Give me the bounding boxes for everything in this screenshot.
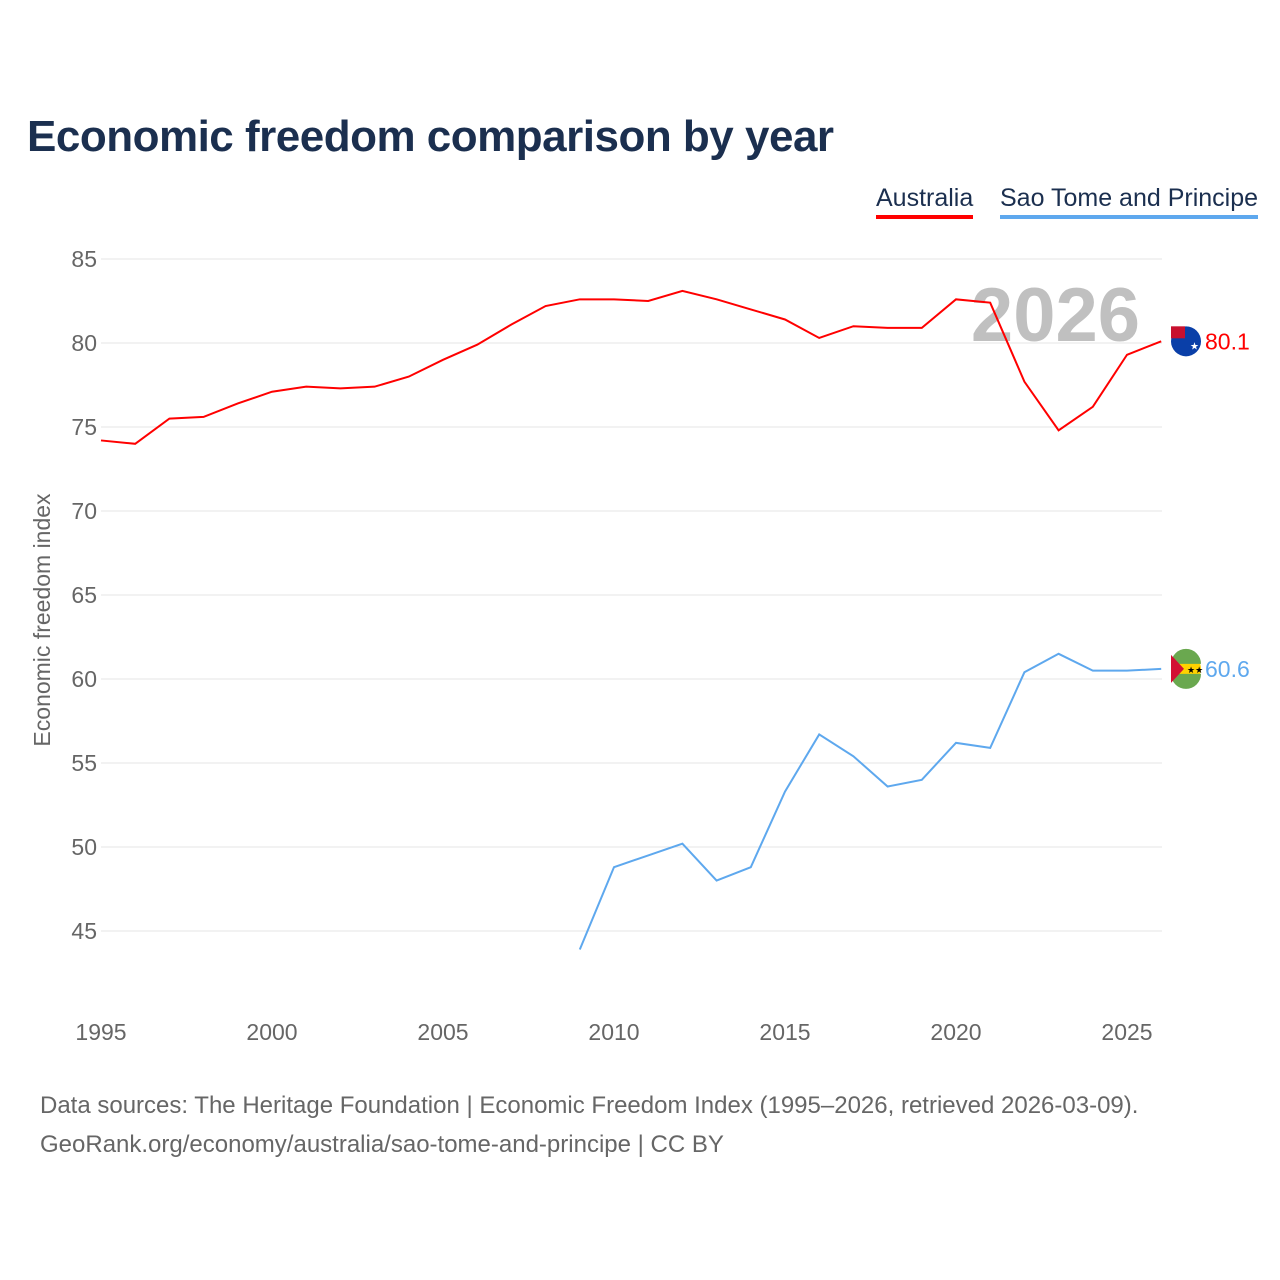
australia-flag-stars: ★ bbox=[1190, 341, 1199, 352]
x-tick-label: 2015 bbox=[759, 1019, 810, 1045]
legend-sao-tome[interactable]: Sao Tome and Principe bbox=[1000, 184, 1259, 219]
y-tick-label: 55 bbox=[71, 750, 97, 776]
y-tick-label: 60 bbox=[71, 666, 97, 692]
y-axis-label: Economic freedom index bbox=[29, 493, 55, 747]
y-tick-label: 80 bbox=[71, 330, 97, 356]
y-tick-label: 45 bbox=[71, 918, 97, 944]
sao-tome-flag-bottom bbox=[1171, 673, 1201, 689]
x-tick-label: 2000 bbox=[246, 1019, 297, 1045]
sao-tome-flag-top bbox=[1171, 648, 1201, 664]
x-tick-label: 1995 bbox=[75, 1019, 126, 1045]
end-value-label: 60.6 bbox=[1205, 656, 1250, 682]
x-tick-label: 2005 bbox=[417, 1019, 468, 1045]
year-watermark: 2026 bbox=[971, 273, 1140, 358]
y-tick-label: 70 bbox=[71, 498, 97, 524]
chart-title: Economic freedom comparison by year bbox=[27, 112, 834, 161]
end-value-label: 80.1 bbox=[1205, 328, 1250, 354]
x-tick-label: 2020 bbox=[930, 1019, 981, 1045]
series-line-australia bbox=[100, 289, 1162, 445]
source-line-1: Data sources: The Heritage Foundation | … bbox=[40, 1092, 1139, 1119]
y-tick-label: 65 bbox=[71, 582, 97, 608]
sao-tome-flag-triangle bbox=[1171, 654, 1184, 683]
series-line-sao-tome bbox=[578, 652, 1162, 950]
australia-flag-union bbox=[1171, 326, 1185, 339]
x-tick-label: 2010 bbox=[588, 1019, 639, 1045]
source-note: Data sources: The Heritage Foundation | … bbox=[40, 1086, 1138, 1164]
source-line-2: GeoRank.org/economy/australia/sao-tome-a… bbox=[40, 1131, 724, 1158]
x-tick-label: 2025 bbox=[1101, 1019, 1152, 1045]
legend-australia[interactable]: Australia bbox=[876, 184, 974, 219]
y-tick-label: 50 bbox=[71, 834, 97, 860]
y-tick-label: 85 bbox=[71, 246, 97, 272]
y-tick-label: 75 bbox=[71, 414, 97, 440]
sao-tome-flag-stars: ★★ bbox=[1187, 665, 1203, 675]
